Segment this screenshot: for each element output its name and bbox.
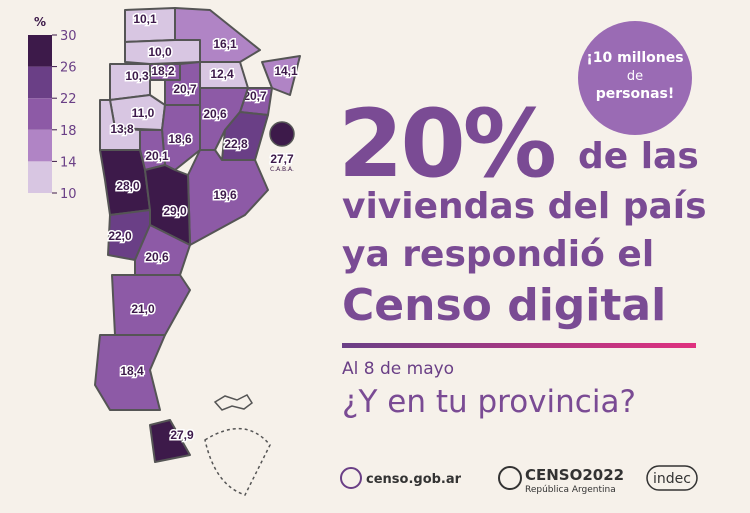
province-label: 18,2: [151, 64, 175, 78]
legend-label: 26: [60, 61, 77, 76]
headline: ya respondió el: [342, 234, 654, 275]
province-label: 10,1: [133, 12, 157, 26]
bubble-text: de: [627, 69, 643, 84]
province-label: 22,8: [224, 137, 248, 151]
province: [261, 55, 301, 96]
province-label: 14,1: [274, 64, 298, 78]
legend-label: 18: [60, 124, 77, 139]
date: Al 8 de mayo: [342, 359, 454, 379]
province-label: 20,6: [203, 107, 227, 121]
province-label: 20,7: [173, 82, 197, 96]
province-label: 27,7: [270, 152, 294, 166]
bubble-text: ¡10 millones: [586, 50, 683, 66]
site-icon: [340, 467, 362, 489]
province-label: 21,0: [131, 302, 155, 316]
question: ¿Y en tu provincia?: [342, 384, 636, 420]
legend-label: 22: [60, 92, 77, 107]
province-label: 22,0: [108, 229, 132, 243]
legend-swatch: [28, 161, 52, 193]
province-label: 18,4: [120, 364, 144, 378]
legend-label: 14: [60, 155, 77, 170]
province: [111, 274, 191, 336]
legend-swatch: [28, 35, 52, 67]
brand-icon: [498, 466, 522, 490]
province-label: 13,8: [110, 122, 134, 136]
bubble: [578, 21, 692, 135]
headline: Censo digital: [342, 280, 666, 331]
legend-title: %: [34, 15, 46, 29]
legend-label: 10: [60, 187, 77, 202]
brand-sub: República Argentina: [525, 485, 616, 495]
islands: [213, 394, 254, 411]
province-sublabel: C.A.B.A.: [270, 166, 294, 173]
antarctic-sector: [204, 427, 271, 496]
province-label: 27,9: [170, 428, 194, 442]
province-label: 20,1: [145, 149, 169, 163]
province-label: 19,6: [213, 188, 237, 202]
province-label: 10,0: [148, 45, 172, 59]
province: [94, 334, 166, 411]
province-label: 18,6: [168, 132, 192, 146]
headline: de las: [578, 136, 699, 177]
province-label: 12,4: [210, 67, 234, 81]
legend-swatch: [28, 98, 52, 130]
org-badge: [646, 465, 698, 491]
province-label: 16,1: [213, 37, 237, 51]
legend-swatch: [28, 129, 52, 162]
province-label: 28,0: [116, 179, 140, 193]
bubble-text: personas!: [596, 86, 675, 102]
org: indec: [653, 471, 691, 487]
province: [221, 111, 269, 161]
map: 10,1 10,0 16,1 18,210,3 12,4 14,1 20,7 20,7 11,0…: [94, 7, 301, 463]
province-label: 20,7: [243, 89, 267, 103]
headline-big: 20%: [338, 90, 555, 199]
province: [149, 419, 191, 463]
province-label: 11,0: [132, 106, 155, 120]
brand: CENSO2022: [525, 466, 624, 484]
site: censo.gob.ar: [366, 472, 462, 487]
legend: 30 26 22 18 14 10: [28, 29, 77, 202]
legend-swatch: [28, 66, 52, 99]
headline: viviendas del país: [342, 186, 707, 227]
province-label: 10,3: [125, 69, 149, 83]
divider: [342, 343, 696, 348]
province: [269, 121, 295, 147]
province-label: 29,0: [163, 204, 187, 218]
province-label: 20,6: [145, 250, 169, 264]
legend-label: 30: [60, 29, 77, 44]
